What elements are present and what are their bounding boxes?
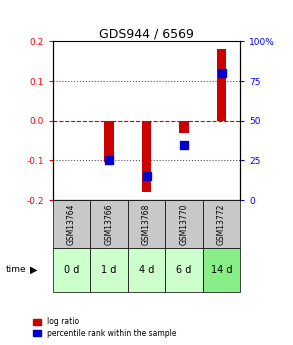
Bar xyxy=(142,121,151,192)
Text: GSM13764: GSM13764 xyxy=(67,204,76,245)
Text: GSM13768: GSM13768 xyxy=(142,204,151,245)
Text: ▶: ▶ xyxy=(30,265,38,275)
Point xyxy=(107,158,111,163)
FancyBboxPatch shape xyxy=(165,200,203,248)
Text: GSM13770: GSM13770 xyxy=(180,204,188,245)
Title: GDS944 / 6569: GDS944 / 6569 xyxy=(99,27,194,40)
Text: 14 d: 14 d xyxy=(211,265,232,275)
Text: 6 d: 6 d xyxy=(176,265,192,275)
FancyBboxPatch shape xyxy=(165,248,203,292)
FancyBboxPatch shape xyxy=(90,248,128,292)
Point xyxy=(144,174,149,179)
FancyBboxPatch shape xyxy=(203,200,240,248)
Text: time: time xyxy=(6,265,26,275)
Point xyxy=(182,142,186,147)
FancyBboxPatch shape xyxy=(128,200,165,248)
Bar xyxy=(179,121,189,132)
Text: GSM13772: GSM13772 xyxy=(217,204,226,245)
Text: 1 d: 1 d xyxy=(101,265,117,275)
FancyBboxPatch shape xyxy=(53,200,90,248)
Bar xyxy=(104,121,114,162)
FancyBboxPatch shape xyxy=(128,248,165,292)
Text: 4 d: 4 d xyxy=(139,265,154,275)
Point xyxy=(219,70,224,76)
Bar xyxy=(217,49,226,121)
FancyBboxPatch shape xyxy=(90,200,128,248)
Legend: log ratio, percentile rank within the sample: log ratio, percentile rank within the sa… xyxy=(33,317,176,338)
FancyBboxPatch shape xyxy=(53,248,90,292)
Text: GSM13766: GSM13766 xyxy=(105,204,113,245)
Text: 0 d: 0 d xyxy=(64,265,79,275)
FancyBboxPatch shape xyxy=(203,248,240,292)
